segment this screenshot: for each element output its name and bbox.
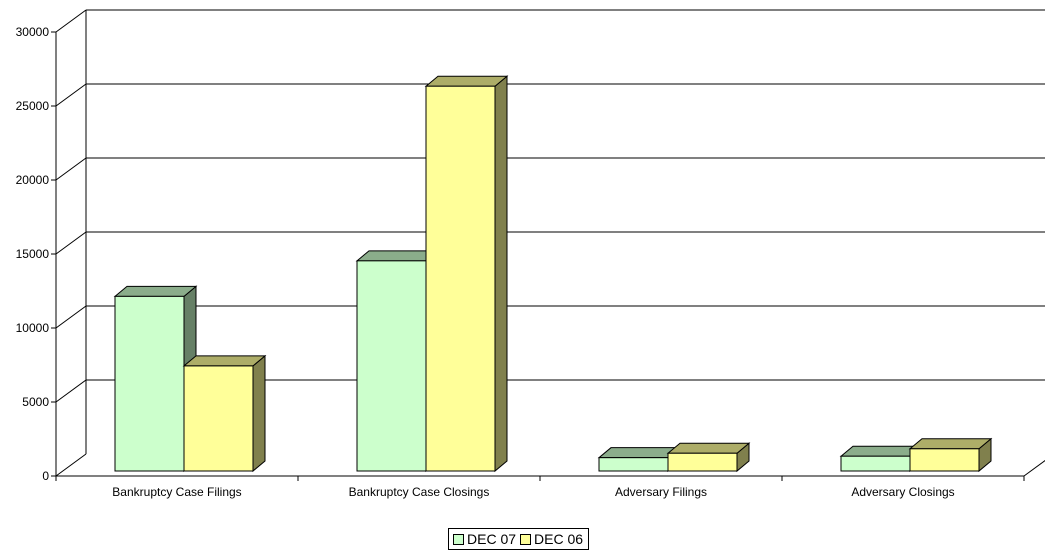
bar-side [252, 354, 266, 473]
y-tick-label: 5000 [22, 395, 49, 409]
bar-front [909, 448, 980, 472]
legend-item-dec07: DEC 07 [453, 532, 516, 546]
y-tick-label: 30000 [16, 25, 50, 39]
y-axis-ticks: 0 5000 10000 15000 20000 25000 30000 [16, 25, 56, 483]
bar-top [113, 285, 198, 297]
bar-front [114, 295, 185, 472]
bar [182, 354, 267, 473]
y-tick-label: 20000 [16, 173, 50, 187]
bar-top [666, 442, 751, 454]
floor-edge-right [1023, 459, 1045, 477]
bar [424, 75, 509, 473]
bar-front [840, 455, 911, 472]
legend: DEC 07 DEC 06 [448, 528, 590, 550]
y-tick-label: 15000 [16, 247, 50, 261]
x-axis-ticks: Bankruptcy Case Filings Bankruptcy Case C… [55, 476, 1025, 499]
bar-chart: 0 5000 10000 15000 20000 25000 30000 Bankruptc… [16, 9, 1045, 499]
bar-front [425, 85, 496, 472]
y-tick-label: 10000 [16, 321, 50, 335]
legend-label-dec06: DEC 06 [534, 531, 584, 547]
x-tick-label: Bankruptcy Case Closings [349, 485, 490, 499]
bar-front [667, 452, 738, 472]
bar-front [598, 457, 669, 472]
gridline-connector [55, 83, 87, 107]
x-tick-label: Adversary Closings [851, 485, 954, 499]
gridline-connector [55, 157, 87, 181]
bar [908, 437, 993, 473]
y-tick-label: 0 [42, 469, 49, 483]
gridline-connector [55, 231, 87, 255]
bar-side [494, 75, 508, 473]
bar-top [908, 438, 993, 450]
legend-swatch-dec07 [453, 533, 464, 545]
x-tick-label: Adversary Filings [615, 485, 707, 499]
gridline-connector [55, 305, 87, 329]
bar-front [183, 365, 254, 472]
x-tick-label: Bankruptcy Case Filings [112, 485, 241, 499]
legend-swatch-dec06 [520, 533, 532, 545]
legend-label-dec07: DEC 07 [467, 531, 517, 547]
bar-top [424, 75, 509, 87]
y-tick-label: 25000 [16, 99, 50, 113]
gridline-connector [55, 9, 87, 33]
bar-top [182, 355, 267, 367]
bars [113, 75, 993, 473]
legend-item-dec06: DEC 06 [520, 532, 583, 546]
bar-front [356, 260, 427, 472]
bar [666, 442, 751, 473]
gridline-connector [55, 379, 87, 403]
gridline-connector [55, 453, 87, 477]
